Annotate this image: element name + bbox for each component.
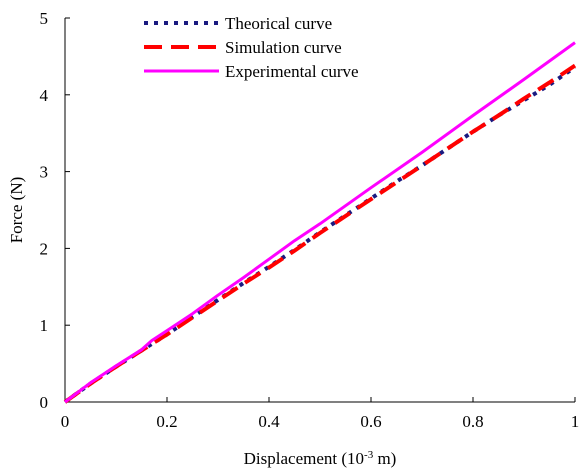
y-tick-label: 0	[40, 393, 49, 412]
legend-label-1: Theorical curve	[225, 14, 332, 33]
x-axis-title-main: Displacement (10	[244, 449, 364, 468]
legend-label-2: Simulation curve	[225, 38, 342, 57]
legend: Theorical curve Simulation curve Experimen…	[144, 14, 359, 81]
y-tick-label: 3	[40, 163, 49, 182]
x-tick-label: 0	[61, 412, 70, 431]
y-ticks: 0 1 2 3 4 5	[40, 9, 70, 412]
plot-area: 0 0.2 0.4 0.6 0.8 1 0 1 2 3 4 5	[40, 9, 579, 431]
y-axis-title: Force (N)	[7, 177, 26, 244]
x-tick-label: 0.2	[156, 412, 177, 431]
series-layer	[63, 41, 577, 404]
x-axis-title-superscript: -3	[364, 449, 374, 461]
y-tick-label: 1	[40, 316, 49, 335]
series-line-3	[64, 41, 576, 404]
y-tick-label: 5	[40, 9, 49, 28]
legend-label-3: Experimental curve	[225, 62, 359, 81]
x-axis-title-tail: m)	[373, 449, 396, 468]
x-tick-label: 0.4	[258, 412, 280, 431]
y-tick-label: 2	[40, 239, 49, 258]
x-ticks: 0 0.2 0.4 0.6 0.8 1	[61, 397, 579, 431]
x-tick-label: 0.8	[462, 412, 483, 431]
series-line-2	[63, 63, 577, 404]
x-tick-label: 0.6	[360, 412, 381, 431]
series-line-1	[63, 65, 577, 404]
y-tick-label: 4	[40, 86, 49, 105]
x-axis-title: Displacement (10-3 m)	[244, 449, 397, 468]
x-tick-label: 1	[571, 412, 579, 431]
